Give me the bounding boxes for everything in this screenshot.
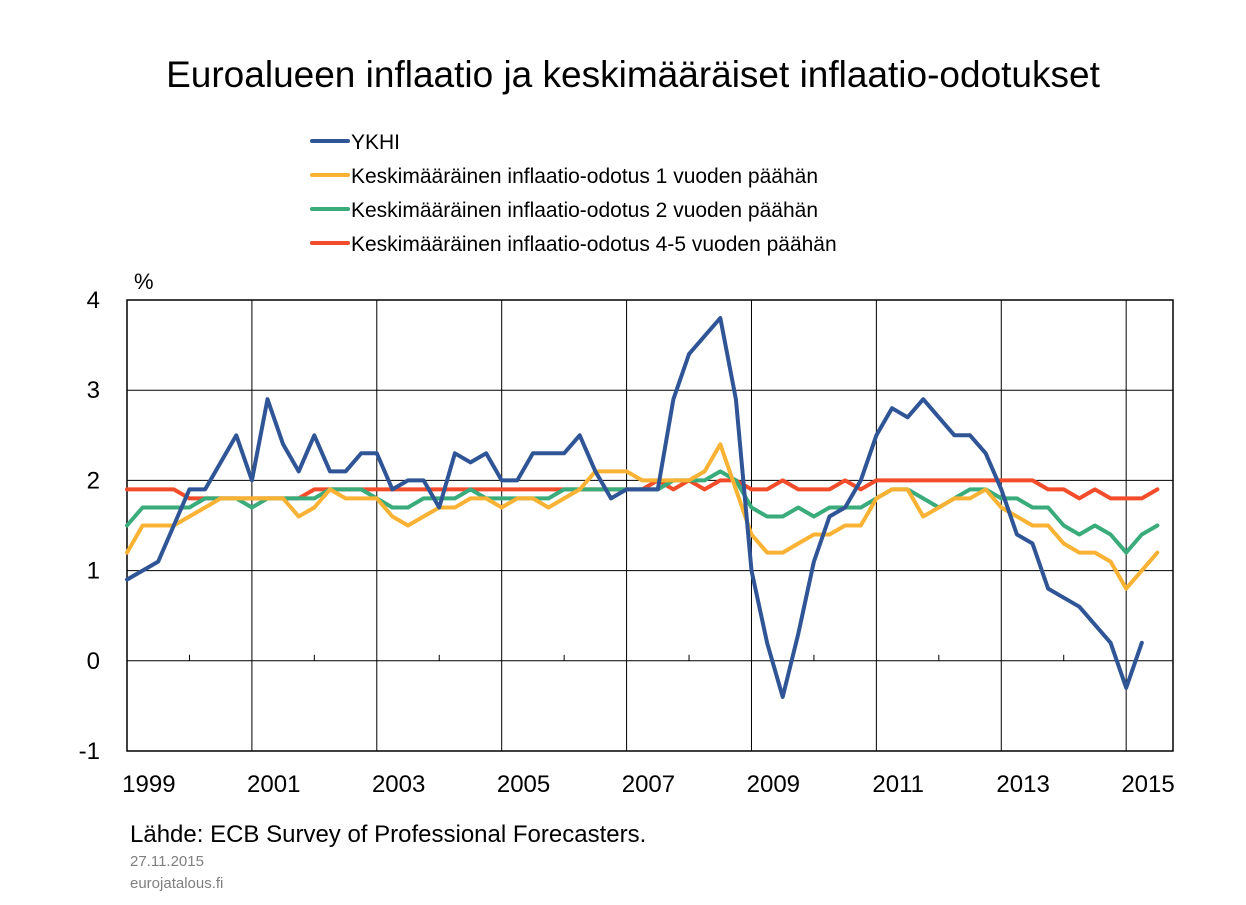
series-line-2 xyxy=(125,442,1160,591)
x-tick-label: 1999 xyxy=(122,771,175,798)
x-tick-label: 2011 xyxy=(872,771,924,798)
x-tick-label: 2009 xyxy=(747,771,800,798)
x-tick-label: 2005 xyxy=(497,771,550,798)
x-tick-label: 2001 xyxy=(247,771,300,798)
site-name: eurojatalous.fi xyxy=(130,875,223,892)
x-tick-label: 2003 xyxy=(372,771,425,798)
y-axis-unit-label: % xyxy=(134,269,154,294)
y-tick-label: 2 xyxy=(87,467,100,494)
y-axis-tick-labels: 4 3 2 1 0 -1 xyxy=(79,287,100,765)
x-axis-ticks xyxy=(188,654,1065,661)
legend-label-4: Keskimääräinen inflaatio-odotus 4-5 vuod… xyxy=(351,233,837,256)
legend-label-1: YKHI xyxy=(351,131,400,154)
y-tick-label: 3 xyxy=(87,377,100,404)
chart-title: Euroalueen inflaatio ja keskimääräiset i… xyxy=(166,54,1100,95)
plot-frame xyxy=(126,299,1174,752)
y-tick-label: 0 xyxy=(87,648,100,675)
series-lines xyxy=(125,316,1160,699)
x-tick-label: 2013 xyxy=(996,771,1049,798)
x-tick-label: 2015 xyxy=(1121,771,1174,798)
x-axis-tick-labels: 1999 2001 2003 2005 2007 2009 2011 2013 2015 xyxy=(122,771,1175,798)
y-tick-label: 1 xyxy=(87,558,100,585)
legend-label-3: Keskimääräinen inflaatio-odotus 2 vuoden… xyxy=(351,199,818,222)
series-line-1 xyxy=(125,316,1144,699)
series-line-3 xyxy=(125,469,1160,555)
y-tick-label: 4 xyxy=(87,287,100,314)
y-tick-label: -1 xyxy=(79,738,100,765)
source-note: Lähde: ECB Survey of Professional Foreca… xyxy=(130,821,646,848)
gridlines xyxy=(127,300,1173,751)
legend: YKHI Keskimääräinen inflaatio-odotus 1 vu… xyxy=(310,131,837,256)
legend-label-2: Keskimääräinen inflaatio-odotus 1 vuoden… xyxy=(351,165,818,188)
publish-date: 27.11.2015 xyxy=(130,853,204,870)
x-tick-label: 2007 xyxy=(622,771,675,798)
